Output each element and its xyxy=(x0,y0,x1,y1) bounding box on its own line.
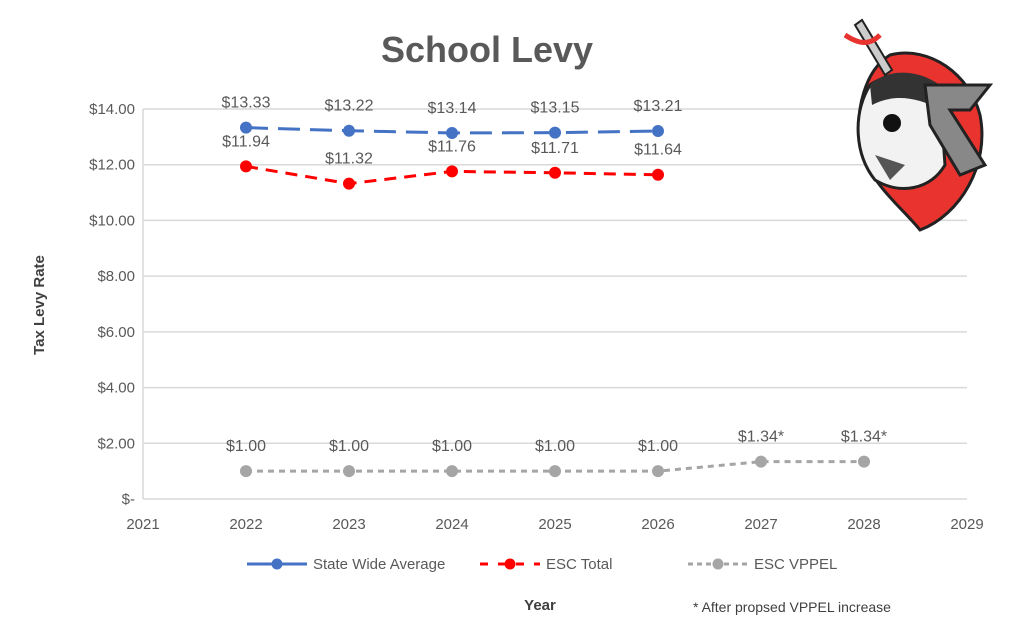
x-tick-label: 2029 xyxy=(950,516,983,533)
x-tick-label: 2025 xyxy=(538,516,571,533)
data-point xyxy=(343,177,355,190)
data-point xyxy=(446,126,458,139)
data-point xyxy=(240,160,252,173)
data-point xyxy=(343,124,355,137)
x-tick-label: 2028 xyxy=(847,516,880,533)
legend-marker xyxy=(504,558,516,570)
legend-label: State Wide Average xyxy=(313,556,445,573)
legend-label: ESC VPPEL xyxy=(754,556,837,573)
data-label: $1.00 xyxy=(432,438,472,455)
x-tick-label: 2026 xyxy=(641,516,674,533)
data-point xyxy=(446,165,458,178)
gridlines xyxy=(142,108,967,500)
legend-marker xyxy=(712,558,724,570)
data-label: $13.14 xyxy=(428,100,477,117)
data-label: $1.00 xyxy=(329,438,369,455)
data-point xyxy=(446,465,458,478)
data-label: $1.34* xyxy=(841,429,887,446)
series-group: $13.33 $13.22 $13.14 $13.15 $13.21$11.94$11.… xyxy=(222,95,887,478)
series-esc-vppel: $1.00 $1.00 $1.00 $1.00 $1.00 $1.34* $1.34* xyxy=(226,429,887,478)
series-state-wide-average: $13.33 $13.22 $13.14 $13.15 $13.21 xyxy=(222,95,683,139)
y-tick-label: $8.00 xyxy=(97,268,135,285)
series-esc-total: $11.94 $11.32 $11.76 $11.71 $11.64 xyxy=(222,133,682,190)
data-label: $1.00 xyxy=(535,438,575,455)
data-label: $13.33 xyxy=(222,95,271,112)
data-label: $13.22 xyxy=(325,98,374,115)
y-tick-label: $4.00 xyxy=(97,380,135,397)
legend-marker xyxy=(271,558,283,570)
y-axis-ticks: $- $2.00 $4.00 $6.00 $8.00 $10.00 $12.00 $14.00 xyxy=(89,101,135,508)
data-label: $11.94 xyxy=(222,133,270,150)
x-tick-label: 2023 xyxy=(332,516,365,533)
data-point xyxy=(755,455,767,468)
x-tick-label: 2027 xyxy=(744,516,777,533)
legend: State Wide Average ESC Total ESC VPPEL xyxy=(247,556,837,573)
chart-title: School Levy xyxy=(381,29,593,70)
y-tick-label: $12.00 xyxy=(89,157,135,174)
y-tick-label: $- xyxy=(122,491,135,508)
data-point xyxy=(652,465,664,478)
data-label: $13.21 xyxy=(634,98,683,115)
pirate-logo xyxy=(843,18,994,232)
data-label: $13.15 xyxy=(531,100,580,117)
x-axis-label: Year xyxy=(524,597,556,614)
data-label: $11.32 xyxy=(325,151,373,168)
data-label: $1.34* xyxy=(738,429,784,446)
data-point xyxy=(549,126,561,139)
x-axis-ticks: 2021 2022 2023 2024 2025 2026 2027 2028 2029 xyxy=(126,516,983,533)
x-tick-label: 2024 xyxy=(435,516,468,533)
data-label: $1.00 xyxy=(638,438,678,455)
data-point xyxy=(343,465,355,478)
y-tick-label: $14.00 xyxy=(89,101,135,118)
data-point xyxy=(549,465,561,478)
y-tick-label: $2.00 xyxy=(97,435,135,452)
x-tick-label: 2022 xyxy=(229,516,262,533)
data-point xyxy=(240,121,252,134)
data-point xyxy=(549,166,561,179)
y-axis-label: Tax Levy Rate xyxy=(31,255,48,355)
y-tick-label: $10.00 xyxy=(89,212,135,229)
legend-label: ESC Total xyxy=(546,556,612,573)
data-label: $11.64 xyxy=(634,142,682,159)
data-label: $11.76 xyxy=(428,138,476,155)
x-tick-label: 2021 xyxy=(126,516,159,533)
footnote: * After propsed VPPEL increase xyxy=(693,599,891,615)
y-tick-label: $6.00 xyxy=(97,324,135,341)
data-point xyxy=(240,465,252,478)
data-point xyxy=(652,168,664,181)
data-label: $11.71 xyxy=(531,140,579,157)
data-point xyxy=(858,455,870,468)
data-label: $1.00 xyxy=(226,438,266,455)
data-point xyxy=(652,125,664,138)
